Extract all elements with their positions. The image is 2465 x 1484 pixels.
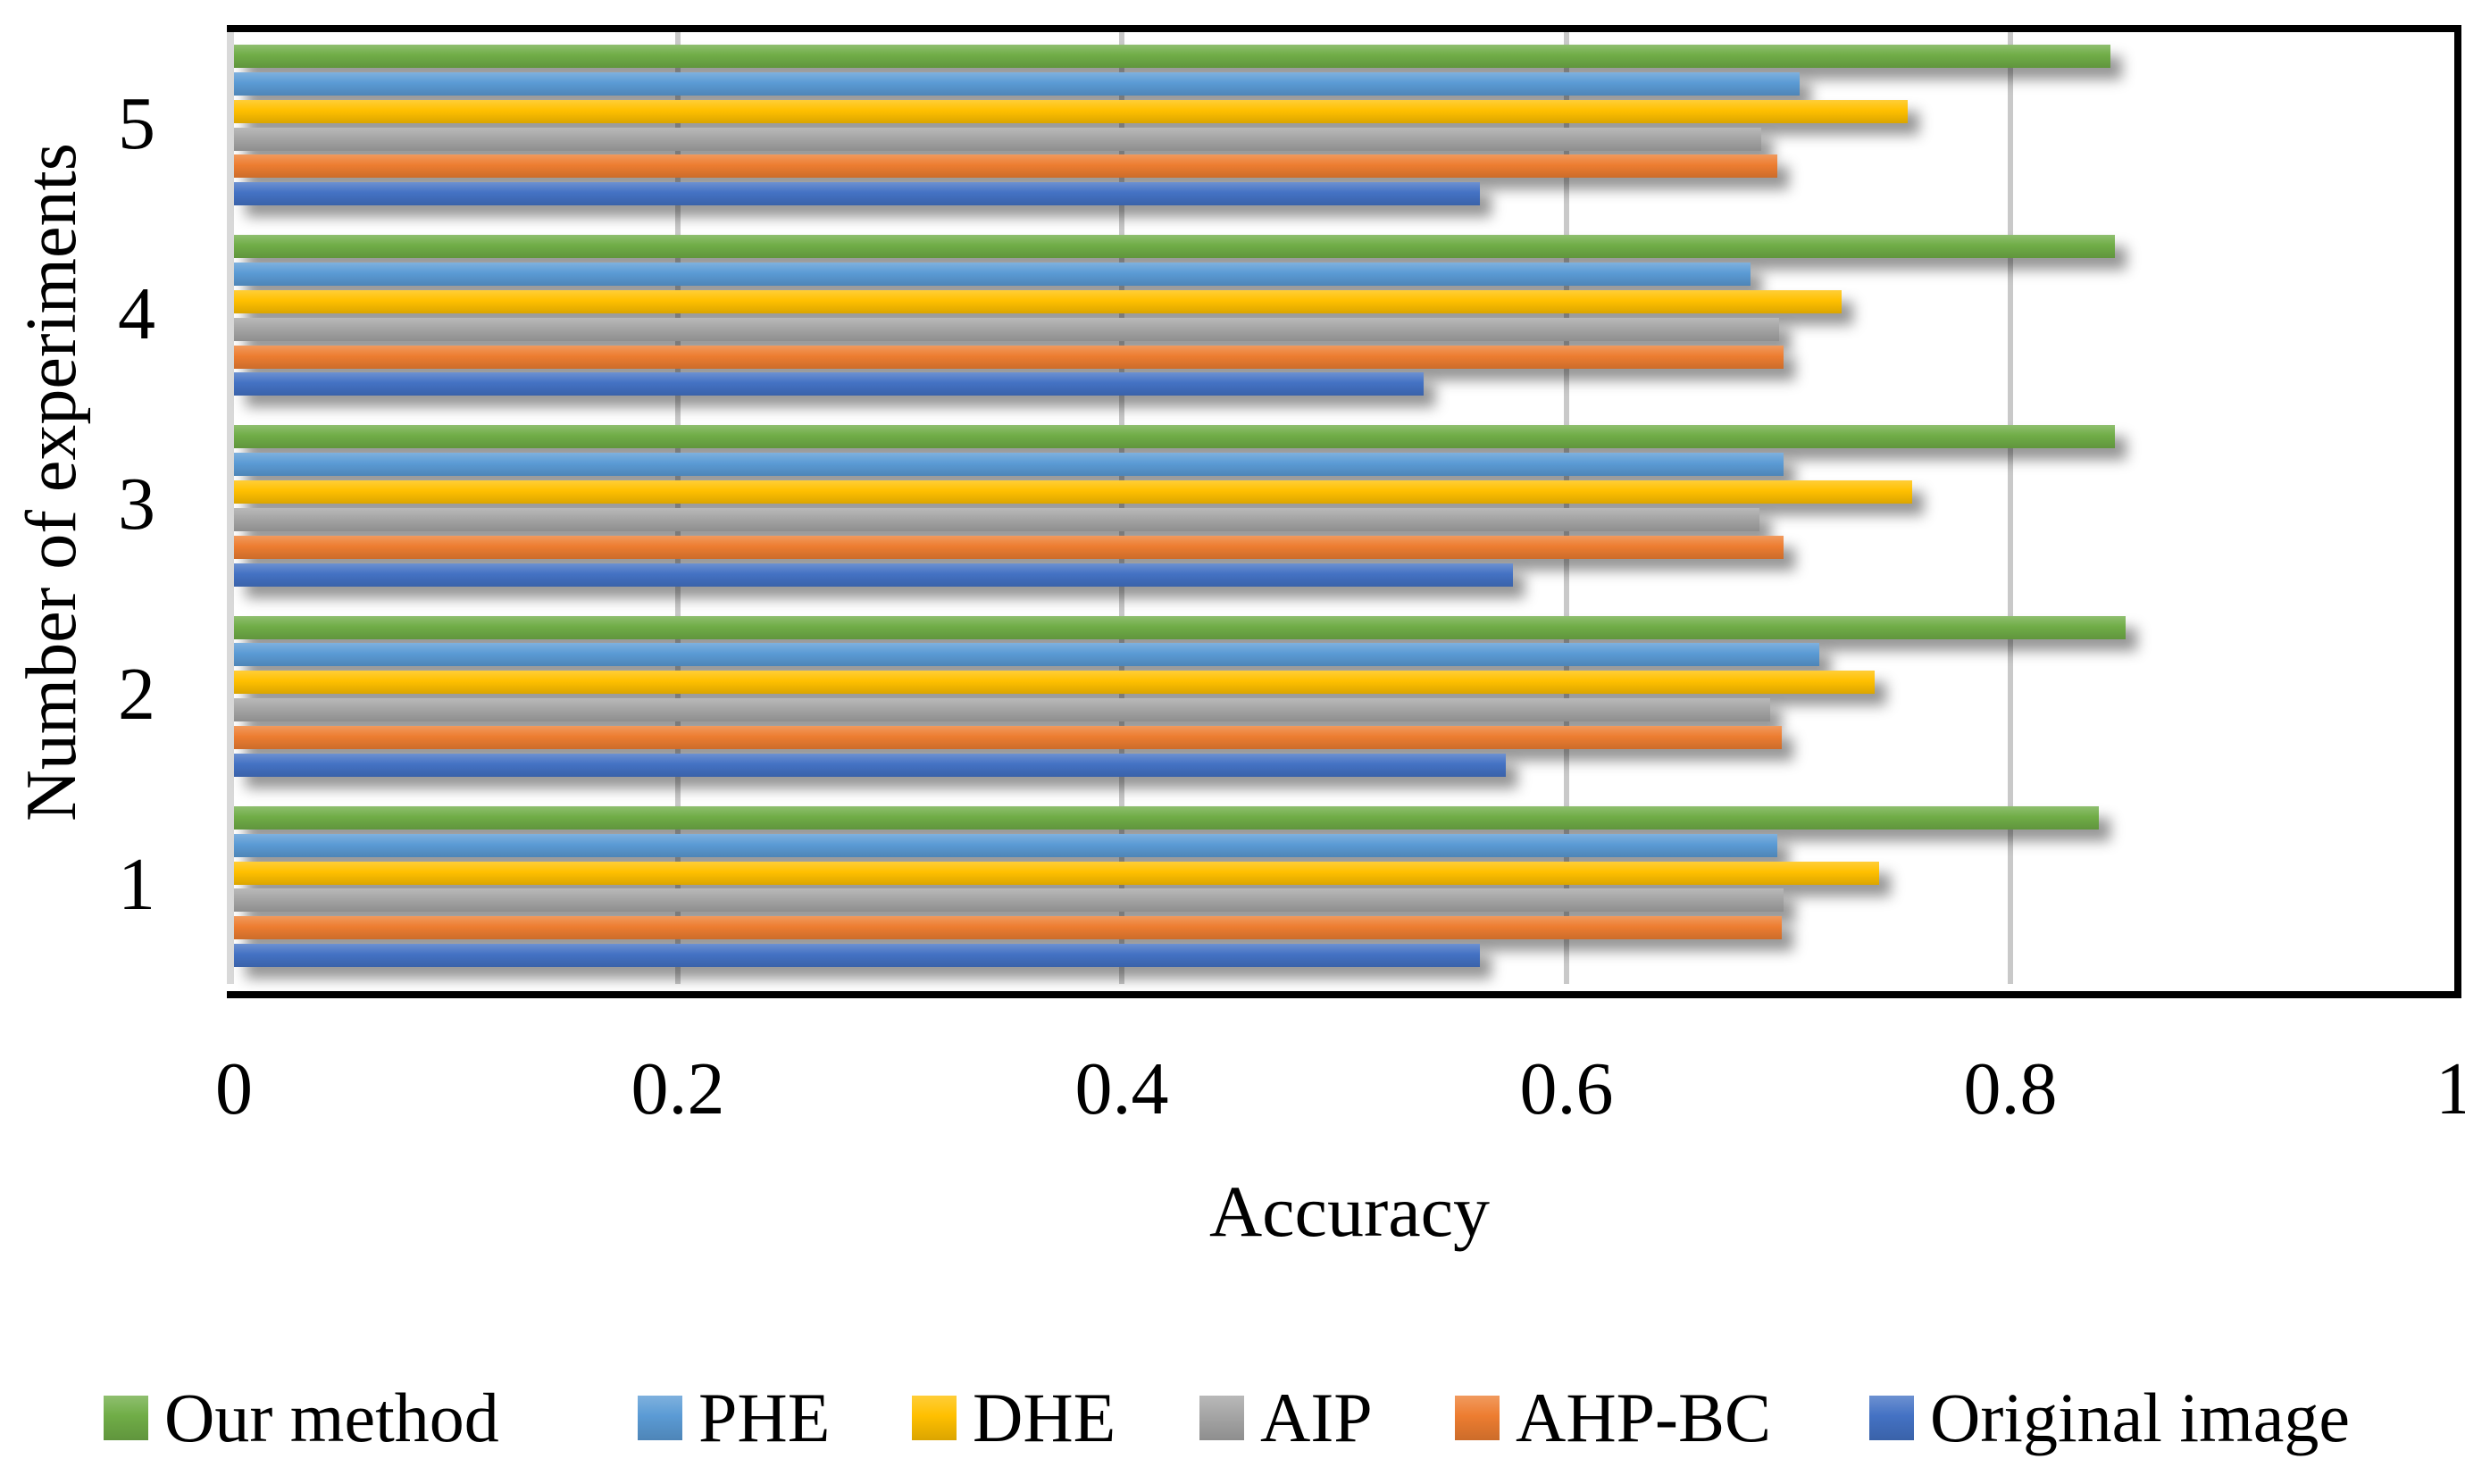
legend-label-dhe: DHE <box>973 1379 1116 1456</box>
legend-swatch-original-image <box>1869 1396 1914 1440</box>
bar-exp2-ahp-bc <box>234 726 1782 749</box>
x-axis-title: Accuracy <box>1208 1171 1491 1252</box>
bar-exp1-aip <box>234 888 1784 913</box>
legend-label-original-image: Original image <box>1930 1379 2351 1456</box>
legend-swatch-our-method <box>104 1396 148 1440</box>
bar-exp4-our-method <box>234 235 2115 259</box>
bar-exp1-ahp-bc <box>234 916 1782 940</box>
bar-exp5-dhe <box>234 99 1908 123</box>
bar-exp3-aip <box>234 507 1759 531</box>
bar-exp3-dhe <box>234 480 1912 504</box>
bar-exp5-original-image <box>234 182 1480 206</box>
legend-swatch-aip <box>1199 1396 1244 1440</box>
bar-exp4-original-image <box>234 372 1424 396</box>
bar-exp1-original-image <box>234 944 1480 968</box>
x-tick-0.4: 0.4 <box>1074 1047 1169 1130</box>
bar-exp5-ahp-bc <box>234 154 1777 179</box>
bar-exp2-dhe <box>234 671 1875 695</box>
bar-exp2-original-image <box>234 753 1506 777</box>
bar-exp4-dhe <box>234 289 1842 313</box>
y-tick-3: 3 <box>118 463 155 546</box>
bar-exp1-our-method <box>234 805 2099 830</box>
plot-area <box>227 25 2461 998</box>
plot-inner <box>234 32 2454 984</box>
bar-exp2-phe <box>234 643 1819 667</box>
legend-item-dhe: DHE <box>912 1379 1116 1456</box>
bar-exp1-dhe <box>234 861 1879 885</box>
legend-label-our-method: Our method <box>164 1379 499 1456</box>
gridline-0.8 <box>2007 32 2013 984</box>
legend-swatch-dhe <box>912 1396 957 1440</box>
legend-swatch-phe <box>638 1396 682 1440</box>
bar-exp3-our-method <box>234 425 2115 449</box>
bar-exp5-aip <box>234 127 1761 151</box>
x-tick-0.6: 0.6 <box>1519 1047 1614 1130</box>
bar-exp3-original-image <box>234 563 1513 587</box>
bar-exp5-our-method <box>234 45 2110 68</box>
bar-exp4-aip <box>234 317 1779 341</box>
legend-item-phe: PHE <box>638 1379 831 1456</box>
legend-label-aip: AIP <box>1260 1379 1373 1456</box>
y-axis-line <box>227 32 234 984</box>
legend-swatch-ahp-bc <box>1455 1396 1500 1440</box>
legend-item-ahp-bc: AHP-BC <box>1455 1379 1772 1456</box>
bar-exp1-phe <box>234 833 1777 857</box>
bar-exp4-ahp-bc <box>234 345 1784 369</box>
legend-label-ahp-bc: AHP-BC <box>1516 1379 1772 1456</box>
bar-exp2-our-method <box>234 615 2126 639</box>
bar-exp5-phe <box>234 71 1800 96</box>
legend-item-original-image: Original image <box>1869 1379 2351 1456</box>
x-tick-0.8: 0.8 <box>1963 1047 2058 1130</box>
bar-exp4-phe <box>234 263 1751 287</box>
x-tick-0.2: 0.2 <box>631 1047 725 1130</box>
y-tick-2: 2 <box>118 653 155 736</box>
x-tick-0: 0 <box>215 1047 253 1130</box>
x-tick-1: 1 <box>2436 1047 2465 1130</box>
legend-item-our-method: Our method <box>104 1379 499 1456</box>
bar-exp2-aip <box>234 698 1770 722</box>
legend-item-aip: AIP <box>1199 1379 1373 1456</box>
bar-exp3-ahp-bc <box>234 535 1784 559</box>
bar-exp3-phe <box>234 453 1784 477</box>
y-tick-1: 1 <box>118 843 155 926</box>
y-tick-5: 5 <box>118 82 155 165</box>
legend-label-phe: PHE <box>698 1379 831 1456</box>
y-tick-4: 4 <box>118 272 155 355</box>
